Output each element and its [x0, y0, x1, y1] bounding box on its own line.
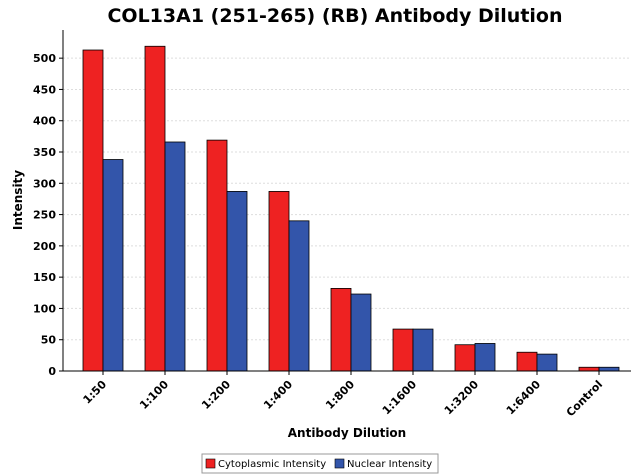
bar-nuclear: [598, 366, 620, 372]
bar-nuclear: [288, 220, 310, 372]
bar-cytoplasmic: [330, 288, 352, 372]
x-tick-label: 1:50: [81, 378, 110, 407]
x-tick-label: 1:1600: [380, 378, 420, 418]
x-tick-label: 1:6400: [504, 378, 544, 418]
bar-cytoplasmic: [392, 328, 414, 372]
bar-cytoplasmic: [144, 45, 166, 372]
bar-cytoplasmic: [82, 49, 104, 372]
x-tick-label: Control: [564, 378, 605, 419]
y-tick-label: 400: [33, 115, 56, 128]
x-ticks: 1:50 1:100 1:200 1:400 1:800 1:1600 1:3200 1:64…: [81, 371, 605, 419]
bar-nuclear: [536, 353, 558, 372]
bar-cytoplasmic: [206, 139, 228, 372]
x-tick-label: 1:3200: [442, 378, 482, 418]
bar-nuclear: [412, 328, 434, 372]
y-axis-label: Intensity: [11, 170, 25, 230]
bar-cytoplasmic: [578, 366, 600, 372]
bar-cytoplasmic: [516, 351, 538, 372]
bar-nuclear: [226, 191, 248, 372]
grid: [63, 57, 631, 341]
bar-nuclear: [350, 293, 372, 372]
legend-label-nuclear: Nuclear Intensity: [347, 459, 432, 470]
bars: [82, 45, 620, 372]
axes: [62, 30, 631, 372]
bar-cytoplasmic: [454, 344, 476, 372]
y-ticks: 0 50 100 150 200 250 300 350 400 450 500: [33, 52, 63, 378]
x-tick-label: 1:400: [261, 378, 295, 412]
x-axis-label: Antibody Dilution: [288, 426, 406, 440]
chart-title: COL13A1 (251-265) (RB) Antibody Dilution: [107, 5, 562, 27]
legend: Cytoplasmic Intensity Nuclear Intensity: [201, 453, 439, 474]
legend-swatch-nuclear: [334, 458, 345, 469]
y-tick-label: 0: [48, 365, 56, 378]
x-tick-label: 1:100: [137, 378, 171, 412]
bar-cytoplasmic: [268, 191, 290, 372]
bar-nuclear: [474, 343, 496, 372]
x-tick-label: 1:200: [199, 378, 233, 412]
y-tick-label: 500: [33, 52, 56, 65]
y-tick-label: 150: [33, 271, 56, 284]
y-tick-label: 350: [33, 146, 56, 159]
x-tick-label: 1:800: [323, 378, 357, 412]
legend-label-cytoplasmic: Cytoplasmic Intensity: [218, 459, 326, 470]
y-tick-label: 300: [33, 177, 56, 190]
legend-swatch-cytoplasmic: [205, 458, 216, 469]
bar-nuclear: [102, 159, 124, 372]
y-tick-label: 50: [41, 334, 57, 347]
legend-box: [201, 453, 439, 474]
y-tick-label: 100: [33, 302, 56, 315]
y-tick-label: 450: [33, 83, 56, 96]
y-tick-label: 250: [33, 209, 56, 222]
bar-nuclear: [164, 141, 186, 372]
y-tick-label: 200: [33, 240, 56, 253]
